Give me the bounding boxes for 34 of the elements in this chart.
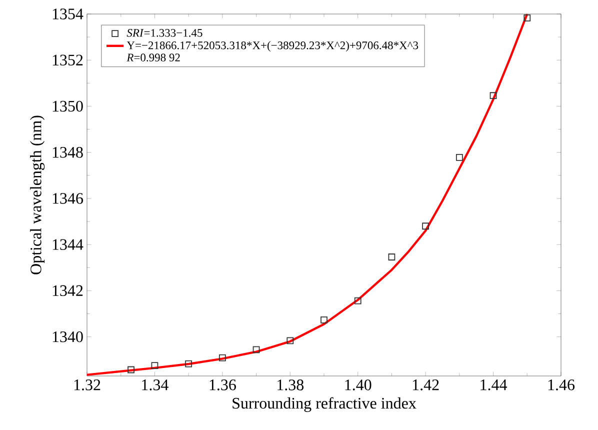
legend-label: SRI=1.333−1.45 xyxy=(126,29,202,37)
y-tick-label: 1344 xyxy=(52,239,84,250)
legend-label: Y=−21866.17+52053.318*X+(−38929.23*X^2)+9706.48*X^3 xyxy=(126,41,418,52)
x-tick-label: 1.34 xyxy=(142,380,168,390)
point xyxy=(524,14,531,22)
x-tick-label: 1.40 xyxy=(345,380,372,390)
point xyxy=(422,222,430,230)
point xyxy=(218,354,226,362)
point xyxy=(252,346,260,354)
y-tick-label: 1354 xyxy=(52,8,84,20)
point xyxy=(286,337,294,344)
point xyxy=(490,92,497,100)
x-tick-label: 1.36 xyxy=(210,380,236,390)
point xyxy=(388,254,396,260)
y-tick-label: 1342 xyxy=(52,285,83,296)
point xyxy=(354,297,362,304)
annotation: R=0.998 92 xyxy=(126,54,180,62)
point xyxy=(151,362,158,370)
y-tick-label: 1340 xyxy=(52,331,83,342)
x-tick-label: 1.42 xyxy=(412,380,439,390)
y-tick-label: 1350 xyxy=(52,100,83,112)
point xyxy=(128,366,134,374)
y-tick-label: 1352 xyxy=(52,54,83,66)
x-tick-label: 1.46 xyxy=(548,380,575,390)
x-axis-title: Surrounding refractive index xyxy=(232,397,416,412)
point xyxy=(320,316,328,324)
point xyxy=(456,154,463,161)
x-tick-label: 1.32 xyxy=(74,380,100,390)
x-tick-label: 1.38 xyxy=(278,380,304,390)
y-axis-title: Optical wavelength (nm) xyxy=(30,116,45,274)
point xyxy=(185,360,192,368)
x-tick-label: 1.44 xyxy=(480,380,508,390)
y-tick-label: 1348 xyxy=(52,146,83,158)
y-tick-label: 1346 xyxy=(52,193,83,204)
